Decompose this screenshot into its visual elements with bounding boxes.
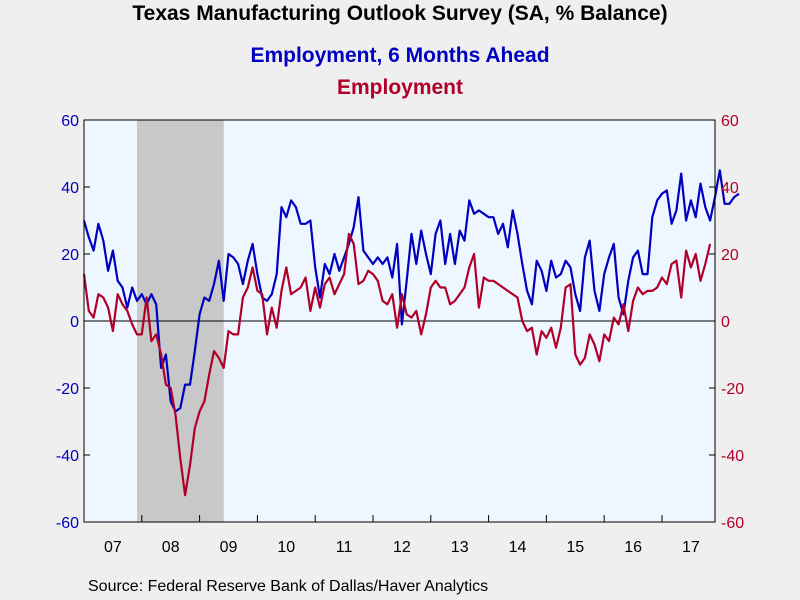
x-tick-label: 07 [104, 539, 122, 556]
y-tick-label-right: -20 [721, 381, 744, 398]
series-line-employment [82, 232, 712, 497]
x-tick-label: 08 [162, 539, 180, 556]
x-tick-label: 15 [566, 539, 584, 556]
y-tick-label-right: 40 [721, 180, 739, 197]
y-tick-label-left: -60 [56, 515, 79, 532]
y-tick-label-left: -20 [56, 381, 79, 398]
series-line-employment-6-months-ahead [82, 169, 740, 413]
y-tick-label-right: 0 [721, 314, 730, 331]
x-tick-label: 12 [393, 539, 411, 556]
y-tick-label-left: 0 [70, 314, 79, 331]
x-tick-label: 10 [277, 539, 295, 556]
chart-title: Texas Manufacturing Outlook Survey (SA, … [132, 2, 668, 25]
x-tick-label: 14 [509, 539, 527, 556]
legend-entry-employment-6-months-ahead: Employment, 6 Months Ahead [250, 44, 550, 67]
y-tick-label-right: -60 [721, 515, 744, 532]
y-tick-label-right: 20 [721, 247, 739, 264]
x-tick-label: 16 [624, 539, 642, 556]
x-tick-label: 13 [451, 539, 469, 556]
x-tick-label: 17 [682, 539, 700, 556]
y-tick-label-right: -40 [721, 448, 744, 465]
legend-entry-employment: Employment [336, 76, 464, 99]
y-tick-label-right: 60 [721, 113, 739, 130]
y-tick-label-left: 40 [61, 180, 79, 197]
x-tick-label: 11 [336, 539, 353, 556]
x-tick-label: 09 [220, 539, 238, 556]
y-tick-label-left: 20 [61, 247, 79, 264]
y-tick-label-left: -40 [56, 448, 79, 465]
source-note: Source: Federal Reserve Bank of Dallas/H… [88, 578, 489, 595]
y-tick-label-left: 60 [61, 113, 79, 130]
